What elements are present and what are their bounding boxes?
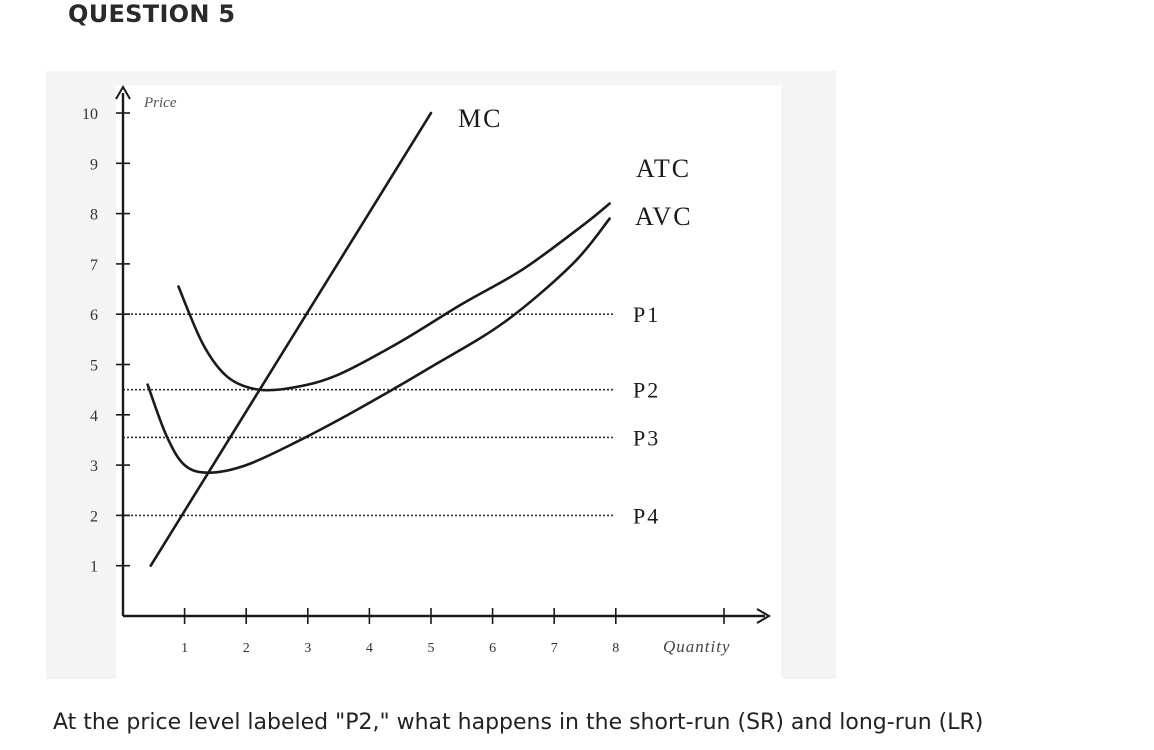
price-level-label-p1: P1 xyxy=(633,302,660,327)
question-text: At the price level labeled "P2," what ha… xyxy=(53,710,984,735)
x-tick-label: 8 xyxy=(612,641,619,656)
axes: 1 2 3 4 5 6 7 8 9 10 1 2 3 4 5 6 7 8 xyxy=(82,85,771,656)
y-axis-title: Price xyxy=(143,95,177,111)
cost-curves xyxy=(146,111,611,567)
price-level-label-p4: P4 xyxy=(633,503,660,528)
price-level-lines xyxy=(123,313,614,517)
y-axis-arrow xyxy=(115,85,131,100)
y-tick-label: 1 xyxy=(90,559,98,576)
x-tick-label: 5 xyxy=(428,641,435,656)
x-tick-label: 3 xyxy=(304,641,311,656)
curve-mc xyxy=(149,111,433,567)
y-tick-label: 8 xyxy=(90,207,98,224)
y-tick-label: 9 xyxy=(90,156,98,173)
price-level-label-p2: P2 xyxy=(633,378,660,403)
x-tick-label: 7 xyxy=(551,641,558,656)
x-axis-title: Quantity xyxy=(663,637,731,656)
question-heading: QUESTION 5 xyxy=(68,0,236,28)
x-tick-label: 2 xyxy=(243,641,250,656)
x-tick-label: 6 xyxy=(489,641,496,656)
price-level-label-p3: P3 xyxy=(633,425,660,450)
cost-curves-chart: 1 2 3 4 5 6 7 8 9 10 1 2 3 4 5 6 7 8 P1 P2 P3 P4 Price Quantit… xyxy=(82,85,781,679)
plot-background xyxy=(116,85,781,679)
x-tick-label: 1 xyxy=(181,641,188,656)
y-tick-label: 4 xyxy=(90,408,98,425)
curve-label-atc: ATC xyxy=(636,154,691,183)
y-tick-label: 5 xyxy=(90,358,98,375)
y-tick-label: 3 xyxy=(90,458,98,475)
y-tick-label: 7 xyxy=(90,257,98,274)
curve-atc xyxy=(177,202,611,392)
curve-label-avc: AVC xyxy=(635,202,693,231)
curve-avc xyxy=(146,217,611,474)
y-tick-label: 6 xyxy=(90,307,98,324)
chart-panel: 1 2 3 4 5 6 7 8 9 10 1 2 3 4 5 6 7 8 P1 P2 P3 P4 Price Quantit… xyxy=(46,71,836,679)
x-tick-label: 4 xyxy=(366,641,373,656)
chart-labels: P1 P2 P3 P4 Price Quantity MC ATC AVC xyxy=(143,95,731,656)
x-axis-arrow xyxy=(756,608,771,624)
y-tick-label: 2 xyxy=(90,508,98,525)
curve-label-mc: MC xyxy=(458,104,502,133)
y-tick-label: 10 xyxy=(82,106,98,123)
